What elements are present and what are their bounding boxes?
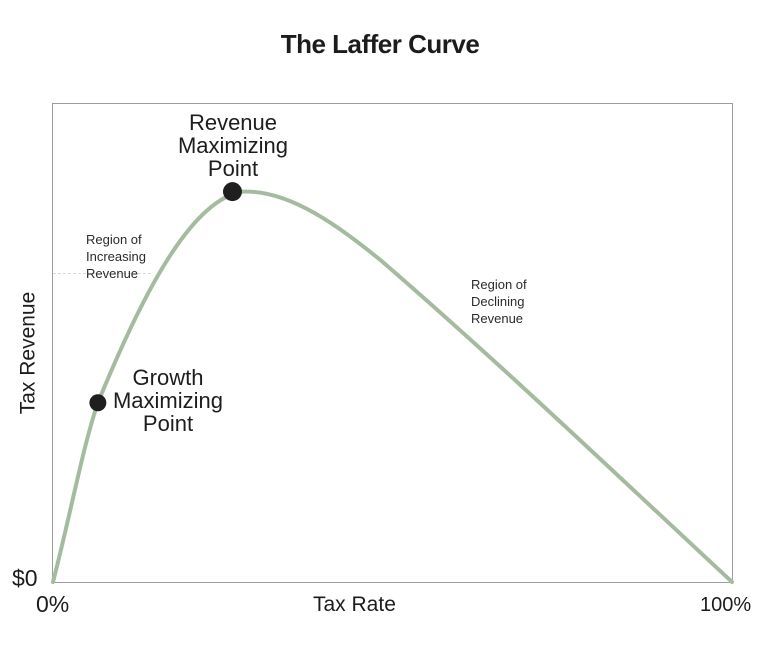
revenue-maximizing-dot [222, 182, 242, 202]
growth-maximizing-point-label: Growth Maximizing Point [112, 365, 224, 436]
y-axis-label: Tax Revenue [16, 291, 40, 415]
revenue-maximizing-point-label: Revenue Maximizing Point [177, 110, 289, 181]
x-axis-label: Tax Rate [313, 593, 396, 616]
x-min-tick: 0% [36, 591, 70, 617]
growth-maximizing-dot [89, 394, 107, 412]
laffer-curve-line [51, 189, 734, 584]
y-origin-tick: $0 [12, 565, 38, 591]
plot-area: Revenue Maximizing Point Growth Maximizi… [51, 103, 734, 584]
x-max-tick: 100% [700, 594, 752, 616]
region-of-increasing-revenue-label: Region of Increasing Revenue [86, 232, 146, 281]
curve-canvas [51, 182, 734, 584]
chart-title: The Laffer Curve [280, 29, 480, 59]
region-of-declining-revenue-label: Region of Declining Revenue [471, 277, 527, 326]
faint-dashed-line [53, 273, 151, 274]
